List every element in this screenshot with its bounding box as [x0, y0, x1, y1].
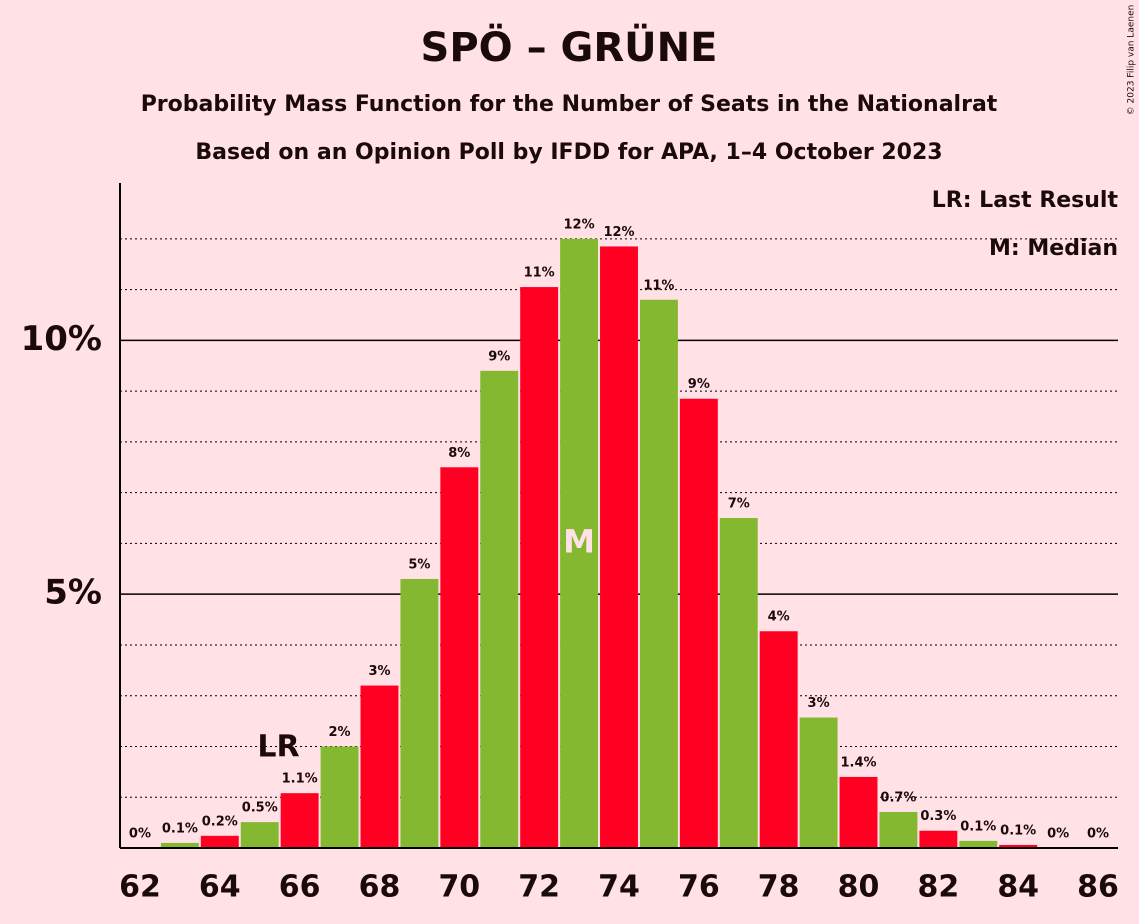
x-tick-label: 80 [838, 870, 880, 905]
value-label: 4% [768, 610, 790, 625]
x-tick-label: 66 [279, 870, 321, 905]
x-tick-label: 86 [1077, 870, 1119, 905]
x-tick-label: 70 [438, 870, 480, 905]
bar [360, 685, 399, 848]
value-label: 1.4% [840, 755, 876, 770]
bar [560, 238, 599, 848]
x-tick-label: 82 [917, 870, 959, 905]
bar [639, 299, 678, 848]
x-tick-label: 62 [119, 870, 161, 905]
value-label: 0% [1047, 827, 1069, 842]
x-tick-label: 74 [598, 870, 640, 905]
bar [480, 370, 519, 848]
x-tick-label: 78 [758, 870, 800, 905]
value-label: 3% [368, 664, 390, 679]
bar [600, 246, 638, 848]
bar [839, 776, 878, 848]
x-tick-label: 72 [518, 870, 560, 905]
bar [520, 287, 559, 848]
bar [879, 811, 918, 848]
value-label: 0.3% [920, 809, 956, 824]
bar [719, 518, 758, 848]
legend-entry: M: Median [989, 236, 1118, 261]
copyright: © 2023 Filip van Laenen [1127, 5, 1137, 116]
value-label: 5% [408, 557, 430, 572]
legend-entry: LR: Last Result [932, 188, 1119, 213]
bar [440, 467, 479, 848]
value-label: 9% [488, 349, 510, 364]
x-tick-label: 76 [678, 870, 720, 905]
bar [959, 840, 998, 848]
value-label: 0% [129, 827, 151, 842]
value-label: 8% [448, 446, 470, 461]
x-tick-label: 64 [199, 870, 241, 905]
bar [240, 822, 279, 848]
y-tick-label: 5% [44, 573, 102, 613]
value-label: 0.7% [880, 790, 916, 805]
chart-subtitle: Based on an Opinion Poll by IFDD for APA… [195, 140, 942, 165]
value-label: 2% [329, 725, 351, 740]
last-result-label: LR [257, 730, 299, 765]
y-tick-label: 10% [21, 319, 102, 359]
value-label: 1.1% [282, 772, 318, 787]
chart-title: SPÖ – GRÜNE [421, 23, 718, 71]
value-label: 11% [643, 278, 674, 293]
bar [919, 830, 958, 848]
bar [799, 717, 838, 848]
bar [999, 844, 1038, 848]
value-label: 0.1% [1000, 823, 1036, 838]
bar [280, 793, 319, 848]
bar [200, 835, 239, 848]
value-label: 3% [808, 696, 830, 711]
value-label: 12% [603, 225, 634, 240]
median-label: M [563, 522, 595, 560]
x-tick-label: 68 [359, 870, 401, 905]
value-label: 7% [728, 497, 750, 512]
value-label: 0% [1087, 827, 1109, 842]
value-label: 0.1% [162, 821, 198, 836]
bar [320, 746, 359, 848]
value-label: 0.5% [242, 801, 278, 816]
bar [759, 631, 798, 848]
value-label: 11% [524, 266, 555, 281]
value-label: 0.1% [960, 819, 996, 834]
value-label: 12% [564, 217, 595, 232]
value-label: 0.2% [202, 814, 238, 829]
x-tick-label: 84 [997, 870, 1039, 905]
bar [679, 398, 718, 848]
bar [160, 842, 199, 848]
bar [400, 578, 439, 848]
value-label: 9% [688, 377, 710, 392]
chart-subtitle: Probability Mass Function for the Number… [141, 92, 998, 117]
